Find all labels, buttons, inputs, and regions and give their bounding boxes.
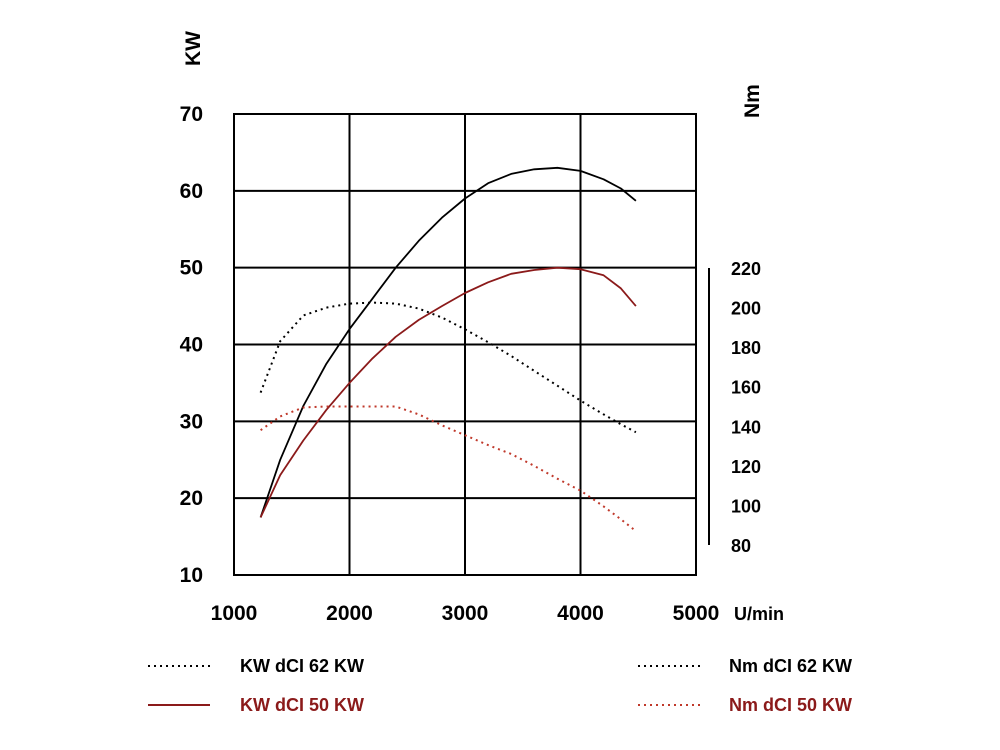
x-unit-label: U/min [734, 604, 784, 624]
y-left-tick-label: 40 [180, 334, 203, 357]
legend: KW dCI 62 KW KW dCI 50 KW Nm dCI 62 KW Nm d… [148, 656, 852, 715]
legend-label: Nm dCI 62 KW [729, 656, 852, 676]
y-left-tick-label: 30 [180, 410, 203, 433]
y-left-tick-label: 50 [180, 257, 203, 280]
y-left-unit-label: KW [182, 31, 205, 66]
y-right-tick-label: 180 [731, 338, 761, 358]
legend-label: Nm dCI 50 KW [729, 695, 852, 715]
y-right-tick-label: 160 [731, 378, 761, 398]
x-tick-label: 2000 [326, 602, 373, 625]
y-right-tick-label: 120 [731, 457, 761, 477]
x-tick-label: 1000 [211, 602, 258, 625]
y-right-tick-label: 200 [731, 299, 761, 319]
plot-grid [233, 113, 697, 576]
y-right-tick-label: 100 [731, 496, 761, 516]
y-left-tick-label: 10 [180, 564, 203, 587]
y-left-tick-label: 60 [180, 180, 203, 203]
x-tick-label: 3000 [442, 602, 489, 625]
tick-labels: 1000 2000 3000 4000 5000 10 20 30 40 50 60 70 80 100 1… [180, 103, 761, 625]
x-tick-label: 4000 [557, 602, 604, 625]
y-left-tick-label: 70 [180, 103, 203, 126]
legend-label: KW dCI 62 KW [240, 656, 364, 676]
y-left-tick-label: 20 [180, 487, 203, 510]
series-layer [259, 166, 637, 532]
series-line-2 [259, 301, 637, 434]
y-right-tick-label: 140 [731, 417, 761, 437]
series-line-3 [260, 405, 637, 532]
y-right-unit-label: Nm [741, 84, 764, 118]
legend-label: KW dCI 50 KW [240, 695, 364, 715]
series-line-1 [259, 266, 637, 518]
x-tick-label: 5000 [673, 602, 720, 625]
y-right-tick-label: 220 [731, 259, 761, 279]
series-line-0 [259, 166, 637, 518]
y-right-tick-label: 80 [731, 536, 751, 556]
